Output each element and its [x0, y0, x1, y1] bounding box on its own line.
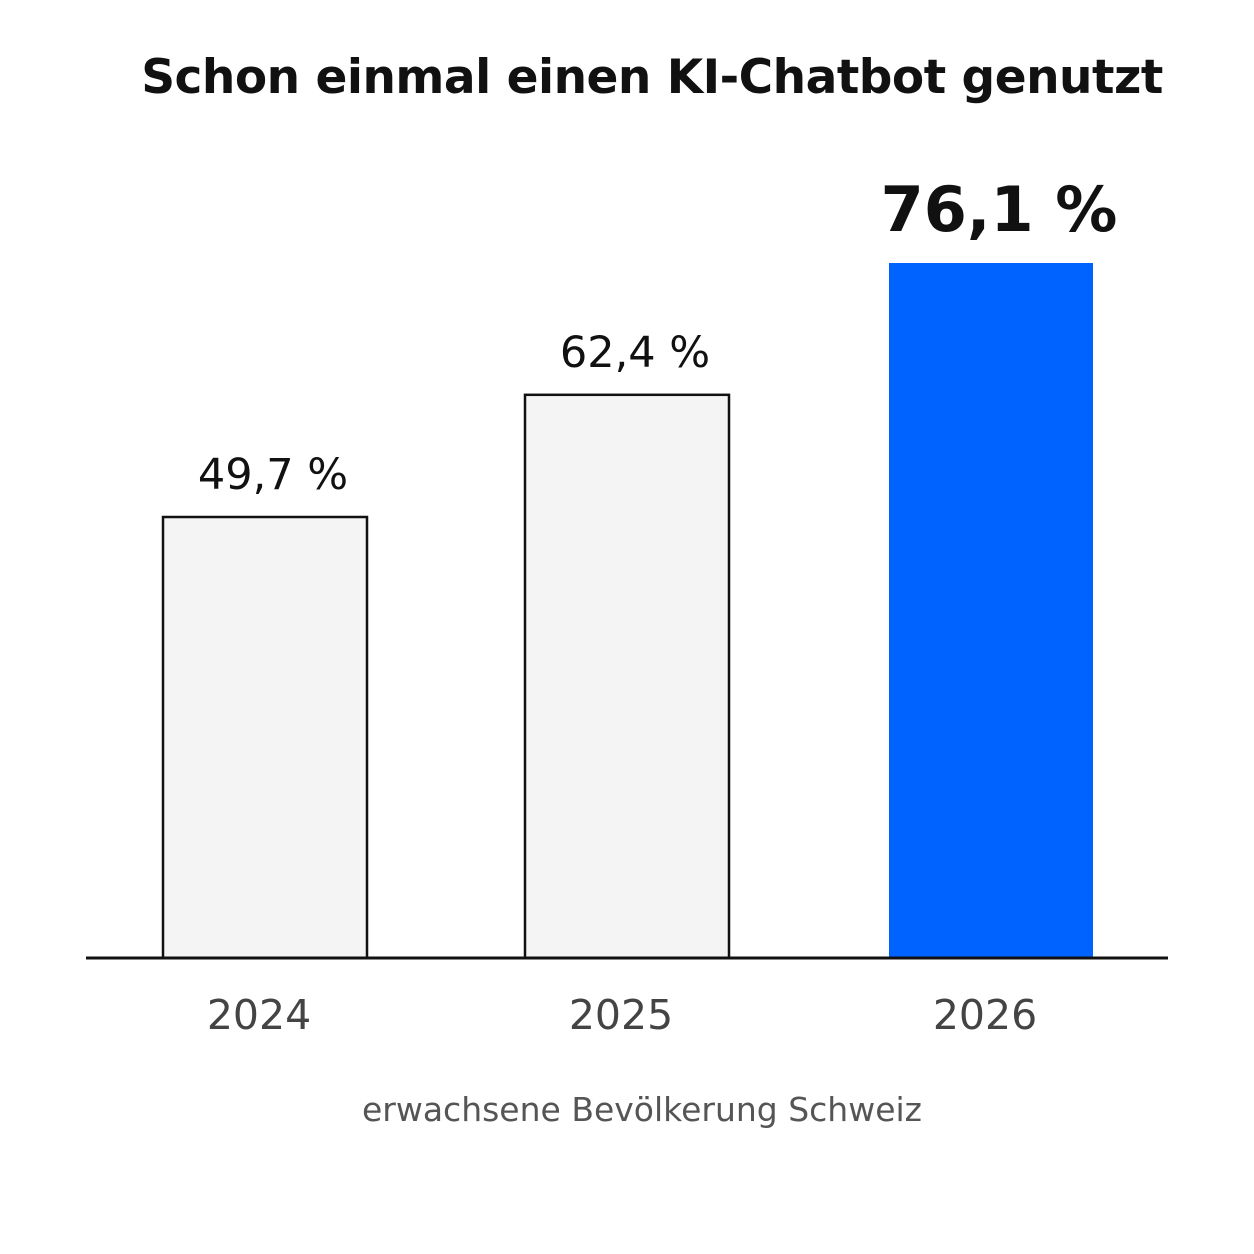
bar-2026	[889, 263, 1093, 958]
tick-label-2026: 2026	[933, 991, 1037, 1039]
value-label-2026: 76,1 %	[881, 173, 1118, 246]
tick-label-2024: 2024	[207, 991, 311, 1039]
tick-label-2025: 2025	[569, 991, 673, 1039]
bar-2025	[523, 393, 731, 960]
bars-group	[161, 263, 1093, 960]
bar-2024	[161, 515, 369, 960]
value-label-2025: 62,4 %	[560, 328, 710, 378]
value-labels-group: 49,7 % 62,4 % 76,1 %	[198, 173, 1117, 500]
value-label-2024: 49,7 %	[198, 450, 348, 500]
tick-labels-group: 2024 2025 2026	[207, 991, 1037, 1039]
chart-caption: erwachsene Bevölkerung Schweiz	[361, 1090, 923, 1129]
chart-title: Schon einmal einen KI-Chatbot genutzt	[141, 50, 1163, 105]
